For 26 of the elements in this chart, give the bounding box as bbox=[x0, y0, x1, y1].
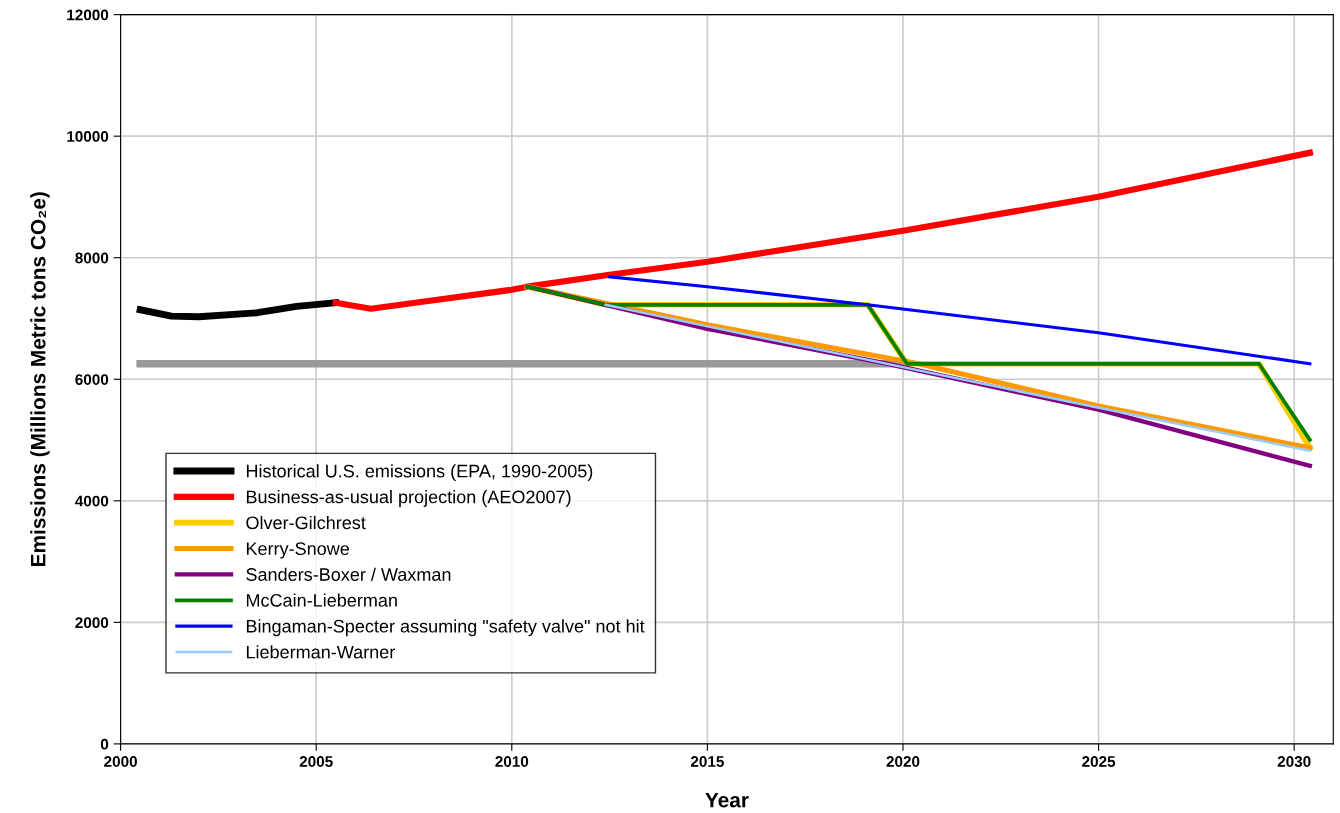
y-tick-label: 6000 bbox=[75, 374, 109, 385]
line-series bbox=[608, 275, 1312, 366]
y-tick-label: 8000 bbox=[75, 252, 109, 264]
y-axis-title: Emissions (Millions Metric tons CO₂e) bbox=[30, 192, 50, 566]
line-series bbox=[604, 303, 1312, 453]
legend-label: Bingaman-Specter assuming "safety valve" not hit bbox=[246, 619, 645, 637]
legend-label: Olver-Gilchrest bbox=[246, 515, 366, 530]
y-tick-label: 2000 bbox=[75, 617, 109, 629]
x-tick-label: 2020 bbox=[886, 756, 920, 767]
x-tick-label: 2015 bbox=[690, 756, 724, 767]
y-tick-label: 0 bbox=[100, 738, 109, 750]
legend-label: Business-as-usual projection (AEO2007) bbox=[246, 490, 571, 507]
x-tick-label: 2030 bbox=[1277, 756, 1311, 767]
x-tick-label: 2025 bbox=[1082, 756, 1116, 767]
y-tick-label: 4000 bbox=[75, 495, 109, 507]
y-tick-label: 10000 bbox=[67, 131, 109, 142]
y-tick-label: 12000 bbox=[67, 9, 109, 21]
x-axis-title: Year bbox=[705, 792, 749, 808]
x-tick-label: 2000 bbox=[104, 756, 137, 767]
legend-label: Historical U.S. emissions (EPA, 1990-2005) bbox=[246, 464, 593, 482]
legend-label: McCain-Lieberman bbox=[246, 593, 397, 607]
x-tick-label: 2005 bbox=[299, 756, 333, 767]
legend-label: Lieberman-Warner bbox=[246, 645, 395, 659]
x-tick-label: 2010 bbox=[495, 756, 529, 767]
legend-label: Sanders-Boxer / Waxman bbox=[246, 567, 451, 581]
legend-label: Kerry-Snowe bbox=[246, 542, 350, 559]
